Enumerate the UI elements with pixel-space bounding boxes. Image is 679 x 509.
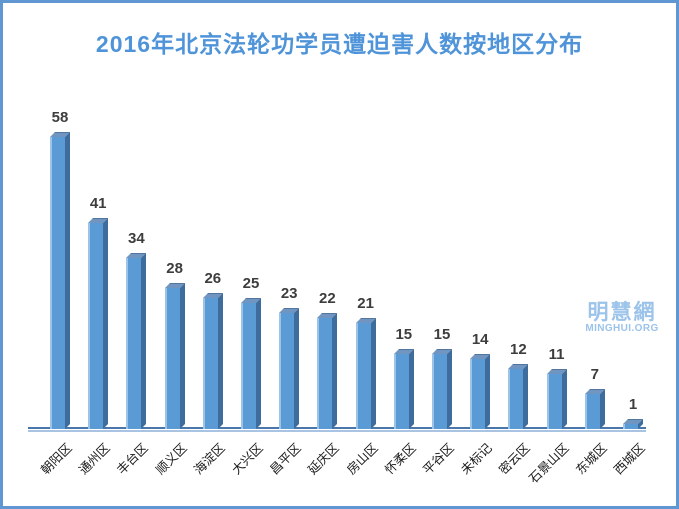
bar-value-label: 34 [128, 230, 145, 247]
bar-value-label: 11 [548, 346, 565, 363]
bar-front-face [88, 223, 104, 429]
bar-side-face [523, 364, 529, 429]
bar-side-face [294, 308, 300, 429]
x-axis-label: 丰台区 [114, 440, 152, 478]
x-axis-label: 平谷区 [420, 440, 457, 478]
bar [432, 349, 452, 429]
x-axis-label: 怀柔区 [382, 440, 419, 478]
x-axis-label: 朝阳区 [38, 440, 75, 478]
bar-value-label: 23 [280, 285, 298, 302]
x-axis-label: 未标记 [458, 440, 495, 478]
bar-side-face [332, 313, 338, 429]
bar-front-face [470, 359, 486, 429]
bar-value-label: 22 [319, 290, 336, 307]
bar-side-face [141, 253, 147, 429]
bar [508, 364, 529, 429]
bar-front-face [393, 354, 409, 429]
bar-value-label: 21 [357, 295, 374, 312]
x-axis-label: 石景山区 [526, 440, 572, 487]
bar-value-label: 26 [204, 270, 222, 287]
bar [279, 308, 300, 429]
bar-value-label: 41 [89, 195, 107, 212]
bar-front-face [202, 298, 218, 429]
bar [50, 132, 70, 429]
watermark-logo: 明慧網 [587, 301, 657, 324]
bar-front-face [317, 318, 333, 429]
bar-value-label: 15 [433, 326, 451, 343]
bar [546, 369, 567, 429]
bar-front-face [279, 313, 295, 429]
x-axis-label: 西城区 [611, 440, 648, 478]
bar-front-face [355, 323, 371, 429]
bar-front-face [241, 303, 256, 429]
bar-side-face [256, 298, 261, 429]
bar-side-face [599, 389, 605, 429]
bar-front-face [164, 288, 180, 429]
bar-value-label: 28 [166, 260, 183, 277]
bar-side-face [370, 318, 376, 429]
x-axis-label: 房山区 [343, 440, 381, 478]
bar-value-label: 58 [51, 109, 69, 126]
bar-front-face [50, 137, 65, 429]
x-axis-label: 东城区 [573, 440, 610, 478]
bar-value-label: 1 [628, 396, 638, 413]
bar-side-face [217, 293, 223, 429]
bar-side-face [408, 349, 414, 429]
bar [241, 298, 261, 429]
bar-side-face [485, 354, 491, 429]
bar [164, 283, 185, 429]
x-axis-label: 昌平区 [267, 440, 304, 478]
bar [584, 389, 605, 429]
bar-side-face [179, 283, 185, 429]
watermark: 明慧網 MINGHUI.ORG [576, 301, 668, 335]
bar-front-face [432, 354, 447, 429]
bar-value-label: 25 [242, 275, 260, 292]
bar-side-face [447, 349, 452, 429]
bar [88, 218, 109, 429]
bar-chart: 58 朝阳区 41 通州区 34 丰台区 28 顺义区 26 海淀区 25 大兴区 23 昌平区 22 延庆区… [3, 3, 676, 506]
chart-title: 2016年北京法轮功学员遭迫害人数按地区分布 [95, 31, 584, 57]
bar-side-face [561, 369, 567, 429]
bar [355, 318, 376, 429]
bar-front-face [126, 258, 142, 429]
x-axis-label: 顺义区 [152, 440, 190, 478]
bar-value-label: 14 [471, 331, 489, 348]
x-axis-label: 大兴区 [229, 440, 266, 478]
bar-value-label: 7 [590, 366, 599, 383]
bar-side-face [65, 132, 70, 429]
bar [393, 349, 414, 429]
bar [470, 354, 491, 429]
x-axis-label: 海淀区 [191, 440, 228, 478]
bar-value-label: 12 [510, 341, 527, 358]
bar-value-label: 15 [395, 326, 413, 343]
x-axis-line [28, 427, 646, 432]
bar-front-face [508, 369, 524, 429]
bar [317, 313, 338, 429]
bar-front-face [546, 374, 562, 429]
x-axis-label: 延庆区 [305, 440, 343, 478]
bar-front-face [584, 394, 600, 429]
bar-front-face [623, 424, 638, 429]
bar [623, 419, 643, 429]
watermark-url: MINGHUI.ORG [585, 323, 659, 335]
x-axis-label: 通州区 [76, 440, 113, 478]
bar [126, 253, 147, 429]
bar [202, 293, 223, 429]
bar-side-face [103, 218, 109, 429]
